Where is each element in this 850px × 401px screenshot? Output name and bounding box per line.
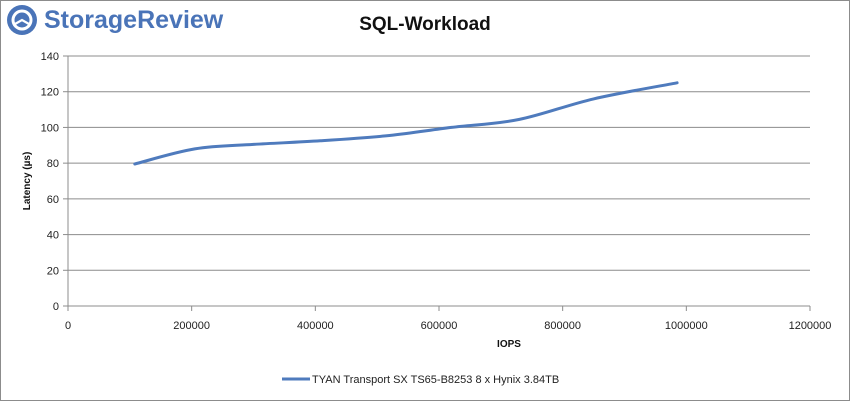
x-tick-label: 600000 (421, 320, 458, 332)
axes (63, 55, 811, 311)
y-tick-label: 120 (41, 87, 59, 99)
y-tick-label: 40 (47, 230, 59, 242)
y-tick-label: 100 (41, 122, 59, 134)
x-tick-label: 800000 (544, 320, 581, 332)
chart-title: SQL-Workload (359, 14, 491, 35)
legend: TYAN Transport SX TS65-B8253 8 x Hynix 3… (282, 374, 559, 386)
x-tick-label: 1200000 (789, 320, 832, 332)
gridlines (68, 55, 810, 271)
series-line-0 (133, 81, 679, 166)
legend-label: TYAN Transport SX TS65-B8253 8 x Hynix 3… (312, 374, 559, 386)
y-tick-label: 60 (47, 194, 59, 206)
y-tick-label: 140 (41, 51, 59, 63)
tick-labels: 0 20 40 60 80 100 120 140 0 200000 400000 600000 800… (41, 51, 832, 332)
series-lines (133, 81, 679, 166)
x-axis-title: IOPS (497, 339, 521, 350)
y-axis-title: Latency (µs) (22, 152, 33, 211)
y-tick-label: 20 (47, 265, 59, 277)
x-tick-label: 400000 (297, 320, 334, 332)
y-tick-label: 80 (47, 158, 59, 170)
storagereview-logo-icon (7, 5, 37, 35)
brand-name: StorageReview (44, 5, 224, 34)
x-tick-label: 0 (65, 320, 71, 332)
x-tick-label: 1000000 (665, 320, 708, 332)
storagereview-logo: StorageReview (6, 4, 223, 36)
y-tick-label: 0 (53, 301, 59, 313)
x-tick-label: 200000 (173, 320, 210, 332)
